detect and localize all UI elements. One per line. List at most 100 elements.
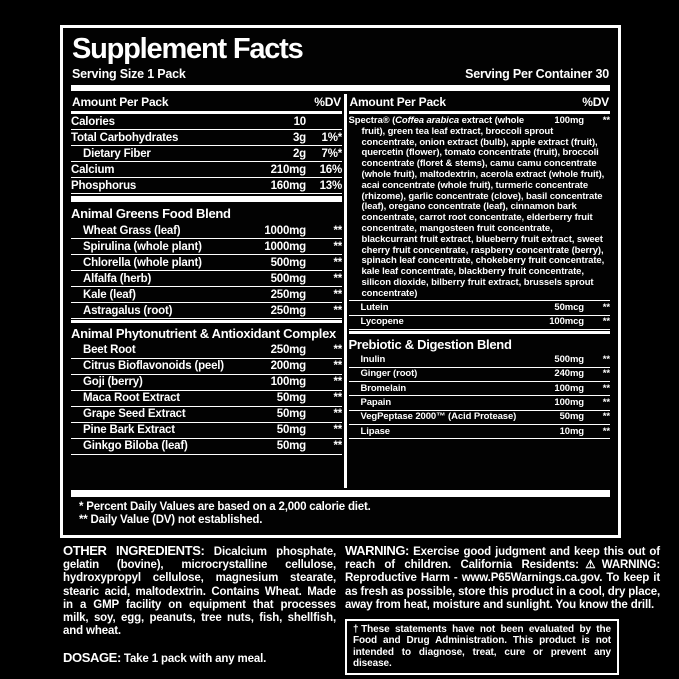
ingredient-name: Maca Root Extract [83,392,180,405]
serving-size: Serving Size 1 Pack [72,67,186,82]
amount-value: 100mcg [549,316,584,328]
amount-value: 210mg [270,163,307,176]
fda-disclaimer-text: †These statements have not been evaluate… [353,624,611,670]
row-values: 50mg ** [248,392,342,405]
table-row: 100mg ** Spectra® (Coffea arabica extract … [348,114,610,302]
section-header: Prebiotic & Digestion Blend [348,336,512,352]
amount-value: 10 [293,115,307,128]
row-values: 1000mg ** [248,225,342,238]
ingredient-name: Total Carbohydrates [71,131,179,144]
servings-per-container: Serving Per Container 30 [465,67,609,82]
dv-value: ** [602,354,610,366]
row-values: 500mg ** [248,257,342,270]
bottom-left-column: OTHER INGREDIENTS: Dicalcium phosphate, … [63,544,336,675]
table-row: 200mg ** Citrus Bioflavonoids (peel) [71,359,342,375]
ingredient-name: Beet Root [83,344,136,357]
row-values: 210mg 16% [248,164,342,177]
dosage-text: Take 1 pack with any meal. [120,653,267,666]
row-values: 3g 1%* [248,132,342,145]
left-rows: 10 Calories 3g 1%* Total Carbohydrates 2g 7%* D… [71,114,342,455]
facts-column-right: Amount Per Pack %DV 100mg ** Spectra® (Cof… [348,94,610,488]
footnote-not-established: ** Daily Value (DV) not established. [79,514,263,527]
amount-per-pack-header: Amount Per Pack [72,95,169,110]
dv-value: ** [333,240,342,253]
table-row: 50mg ** Pine Bark Extract [71,423,342,439]
table-row: 10 Calories [71,114,342,131]
amount-value: 100mg [554,382,584,394]
row-values: 50mg ** [248,424,342,437]
ingredient-name: Ginkgo Biloba (leaf) [83,440,188,453]
table-row: 250mg ** Astragalus (root) [71,303,342,320]
column-divider [344,94,347,489]
table-row: 100mcg ** Lycopene [348,316,610,331]
dosage-paragraph: DOSAGE: Take 1 pack with any meal. [63,651,336,666]
table-row: 500mg ** Alfalfa (herb) [71,271,342,288]
dv-value: 1%* [321,131,343,144]
section-header: Animal Greens Food Blend [71,206,231,222]
column-header-right: Amount Per Pack %DV [348,94,610,115]
row-values: 100mg ** [532,115,610,127]
ingredient-name: Ginger (root) [360,368,418,380]
dv-value: ** [333,360,342,373]
row-values: 500mg ** [532,354,610,366]
row-values: 250mg ** [248,305,342,318]
dv-value: 13% [319,179,342,192]
row-values: 50mcg ** [532,302,610,314]
warning-label: WARNING: [345,543,409,558]
table-row: 50mg ** Maca Root Extract [71,391,342,407]
ingredient-name: Wheat Grass (leaf) [83,224,181,237]
separator-bar-thick [71,85,610,92]
ingredient-name: Astragalus (root) [83,304,173,317]
amount-value: 240mg [554,368,584,380]
row-values: 50mg ** [248,440,342,453]
row-values: 50mg ** [532,411,610,423]
dv-value: ** [333,424,342,437]
row-values: 50mg ** [248,408,342,421]
prop65-text: Reproductive Harm - www.P65Warnings.ca.g… [345,572,660,611]
amount-value: 250mg [270,344,307,357]
supplement-facts-panel: Supplement Facts Serving Size 1 Pack Ser… [60,25,621,539]
separator-bar-med [71,320,342,323]
separator-bar-med [348,331,610,334]
warning-triangle-icon: ⚠WARNING: [578,559,660,572]
amount-value: 50mg [276,440,306,453]
row-values: 500mg ** [248,273,342,286]
ingredient-name: Goji (berry) [83,376,143,389]
ingredient-name: Calcium [71,163,115,176]
panel-title: Supplement Facts [72,33,304,65]
fda-disclaimer-box: †These statements have not been evaluate… [345,619,619,675]
ingredient-name: Inulin [360,354,386,366]
facts-columns: Amount Per Pack %DV 10 Calories 3g 1%* Total… [71,94,610,489]
dv-value: ** [602,316,610,328]
serving-line: Serving Size 1 Pack Serving Per Containe… [72,67,609,81]
table-row: 210mg 16% Calcium [71,162,342,179]
amount-value: 250mg [270,288,307,301]
table-row: 1000mg ** Spirulina (whole plant) [71,239,342,256]
table-row: 160mg 13% Phosphorus [71,178,342,195]
amount-value: 500mg [554,354,584,366]
table-row: 3g 1%* Total Carbohydrates [71,130,342,147]
bottom-right-column: WARNING: Exercise good judgment and keep… [345,544,660,675]
amount-value: 100mg [554,396,584,408]
amount-value: 50mg [276,424,306,437]
dv-value: ** [333,256,342,269]
amount-value: 1000mg [264,240,306,253]
right-rows: 100mg ** Spectra® (Coffea arabica extract … [348,114,610,440]
row-values: 10 [248,116,342,129]
dv-value: ** [602,411,610,423]
other-ingredients-text: Dicalcium phosphate, gelatin (bovine), m… [63,546,336,638]
amount-value: 50mg [559,411,585,423]
ingredient-name: Calories [71,115,115,128]
row-values: 240mg ** [532,369,610,380]
ingredient-name: Dietary Fiber [83,147,151,160]
section-header: Animal Phytonutrient & Antioxidant Compl… [71,325,336,341]
row-values: 250mg ** [248,289,342,302]
amount-value: 160mg [270,179,307,192]
footnote-daily-values: * Percent Daily Values are based on a 2,… [79,501,371,514]
ingredient-name: Pine Bark Extract [83,424,175,437]
table-row: 100mg ** Bromelain [348,382,610,397]
table-row: 240mg ** Ginger (root) [348,368,610,383]
bottom-info-section: OTHER INGREDIENTS: Dicalcium phosphate, … [63,544,660,675]
dv-value: ** [602,382,610,394]
table-row: 1000mg ** Wheat Grass (leaf) [71,223,342,240]
